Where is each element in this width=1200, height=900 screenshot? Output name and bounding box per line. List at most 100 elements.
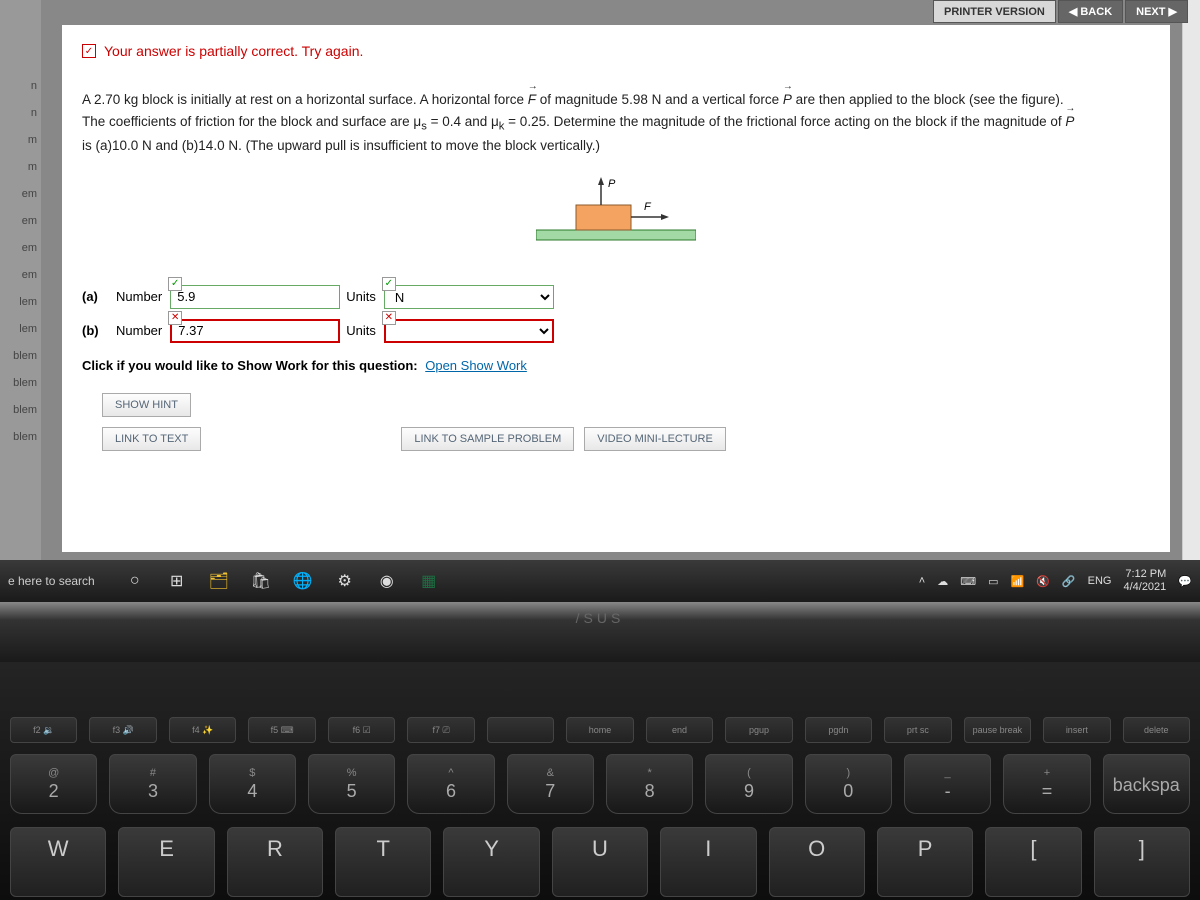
- vertical-scrollbar[interactable]: [1182, 0, 1200, 560]
- number-key: *8: [606, 754, 693, 814]
- link-icon[interactable]: 🔗: [1062, 575, 1076, 588]
- fn-key: pgup: [725, 717, 792, 743]
- x-icon: ✕: [382, 311, 396, 325]
- x-icon: ✕: [168, 311, 182, 325]
- answer-a-number-input[interactable]: [170, 285, 340, 309]
- number-key: (9: [705, 754, 792, 814]
- letter-key: E: [118, 827, 214, 897]
- status-text: Your answer is partially correct. Try ag…: [104, 43, 363, 59]
- letter-key: Y: [443, 827, 539, 897]
- fn-key: end: [646, 717, 713, 743]
- printer-version-button[interactable]: PRINTER VERSION: [933, 0, 1056, 23]
- number-key: $4: [209, 754, 296, 814]
- check-icon: ✓: [168, 277, 182, 291]
- cortana-icon[interactable]: ○: [125, 571, 145, 591]
- number-key: _-: [904, 754, 991, 814]
- onedrive-icon[interactable]: ☁: [937, 575, 948, 588]
- units-label: Units: [346, 289, 376, 304]
- fn-key: insert: [1043, 717, 1110, 743]
- wifi-icon[interactable]: 📶: [1011, 575, 1025, 588]
- sidebar-item[interactable]: em: [0, 215, 41, 227]
- windows-taskbar: e here to search ○ ⊞ 🗂 🛍 🌐 ⚙ ◉ ▦ ˄ ☁ ⌨ ▭…: [0, 560, 1200, 602]
- letter-key: W: [10, 827, 106, 897]
- number-key: backspa: [1103, 754, 1190, 814]
- sidebar-item[interactable]: n: [0, 107, 41, 119]
- video-lecture-button[interactable]: VIDEO MINI-LECTURE: [584, 427, 726, 451]
- number-key: #3: [109, 754, 196, 814]
- fn-key: f7 ⎚: [407, 717, 474, 743]
- number-label: Number: [116, 323, 162, 338]
- units-label: Units: [346, 323, 376, 338]
- back-button[interactable]: ◀ BACK: [1058, 0, 1123, 23]
- next-button[interactable]: NEXT ▶: [1125, 0, 1188, 23]
- fn-key: f4 ✨: [169, 717, 236, 743]
- content-panel: ✓ Your answer is partially correct. Try …: [62, 25, 1170, 552]
- sidebar-item[interactable]: blem: [0, 377, 41, 389]
- number-key: %5: [308, 754, 395, 814]
- letter-key: R: [227, 827, 323, 897]
- fn-key: prt sc: [884, 717, 951, 743]
- sidebar-item[interactable]: em: [0, 242, 41, 254]
- answer-b-number-input[interactable]: [170, 319, 340, 343]
- problem-statement: A 2.70 kg block is initially at rest on …: [82, 89, 1150, 157]
- letter-key: U: [552, 827, 648, 897]
- edge-icon[interactable]: 🌐: [293, 571, 313, 591]
- sidebar-item[interactable]: n: [0, 80, 41, 92]
- settings-icon[interactable]: ⚙: [335, 571, 355, 591]
- sidebar-item[interactable]: em: [0, 269, 41, 281]
- svg-text:F: F: [644, 201, 652, 213]
- task-view-icon[interactable]: ⊞: [167, 571, 187, 591]
- part-b-label: (b): [82, 323, 110, 338]
- answer-a-units-select[interactable]: N: [384, 285, 554, 309]
- open-show-work-link[interactable]: Open Show Work: [425, 358, 527, 373]
- check-icon: ✓: [382, 277, 396, 291]
- part-a-label: (a): [82, 289, 110, 304]
- sidebar: n n m m em em em em lem lem blem blem blem blem: [0, 0, 42, 560]
- number-key: &7: [507, 754, 594, 814]
- answer-b-units-select[interactable]: [384, 319, 554, 343]
- excel-icon[interactable]: ▦: [419, 571, 439, 591]
- laptop-logo: /SUS: [576, 610, 625, 626]
- notifications-icon[interactable]: 💬: [1178, 575, 1192, 588]
- sidebar-item[interactable]: em: [0, 188, 41, 200]
- letter-key: P: [877, 827, 973, 897]
- letter-key: O: [769, 827, 865, 897]
- sidebar-item[interactable]: m: [0, 134, 41, 146]
- file-explorer-icon[interactable]: 🗂: [209, 571, 229, 591]
- letter-key: I: [660, 827, 756, 897]
- sidebar-item[interactable]: blem: [0, 350, 41, 362]
- show-work-prompt: Click if you would like to Show Work for…: [82, 358, 1150, 373]
- search-input[interactable]: e here to search: [8, 574, 95, 588]
- partial-correct-icon: ✓: [82, 44, 96, 58]
- sidebar-item[interactable]: blem: [0, 431, 41, 443]
- chrome-icon[interactable]: ◉: [377, 571, 397, 591]
- chevron-up-icon[interactable]: ˄: [919, 575, 925, 587]
- sidebar-item[interactable]: lem: [0, 323, 41, 335]
- number-key: @2: [10, 754, 97, 814]
- language-indicator[interactable]: ENG: [1088, 575, 1112, 587]
- number-key: +=: [1003, 754, 1090, 814]
- sidebar-item[interactable]: lem: [0, 296, 41, 308]
- battery-icon[interactable]: ▭: [988, 575, 998, 588]
- store-icon[interactable]: 🛍: [251, 571, 271, 591]
- sidebar-item[interactable]: m: [0, 161, 41, 173]
- number-label: Number: [116, 289, 162, 304]
- fn-key: delete: [1123, 717, 1190, 743]
- link-to-sample-button[interactable]: LINK TO SAMPLE PROBLEM: [401, 427, 574, 451]
- letter-key: T: [335, 827, 431, 897]
- fn-key: [487, 717, 554, 743]
- fn-key: pause break: [964, 717, 1031, 743]
- letter-key: ]: [1094, 827, 1190, 897]
- svg-text:P: P: [608, 178, 616, 190]
- letter-key: [: [985, 827, 1081, 897]
- fn-key: f2 🔉: [10, 717, 77, 743]
- sidebar-item[interactable]: blem: [0, 404, 41, 416]
- link-to-text-button[interactable]: LINK TO TEXT: [102, 427, 201, 451]
- volume-icon[interactable]: 🔇: [1036, 575, 1050, 588]
- keyboard-icon[interactable]: ⌨: [960, 575, 976, 588]
- laptop-keyboard: /SUS f2 🔉f3 🔊f4 ✨f5 ⌨f6 ☑f7 ⎚homeendpgup…: [0, 602, 1200, 900]
- show-hint-button[interactable]: SHOW HINT: [102, 393, 191, 417]
- clock[interactable]: 7:12 PM 4/4/2021: [1123, 568, 1166, 594]
- fn-key: f5 ⌨: [248, 717, 315, 743]
- fn-key: f3 🔊: [89, 717, 156, 743]
